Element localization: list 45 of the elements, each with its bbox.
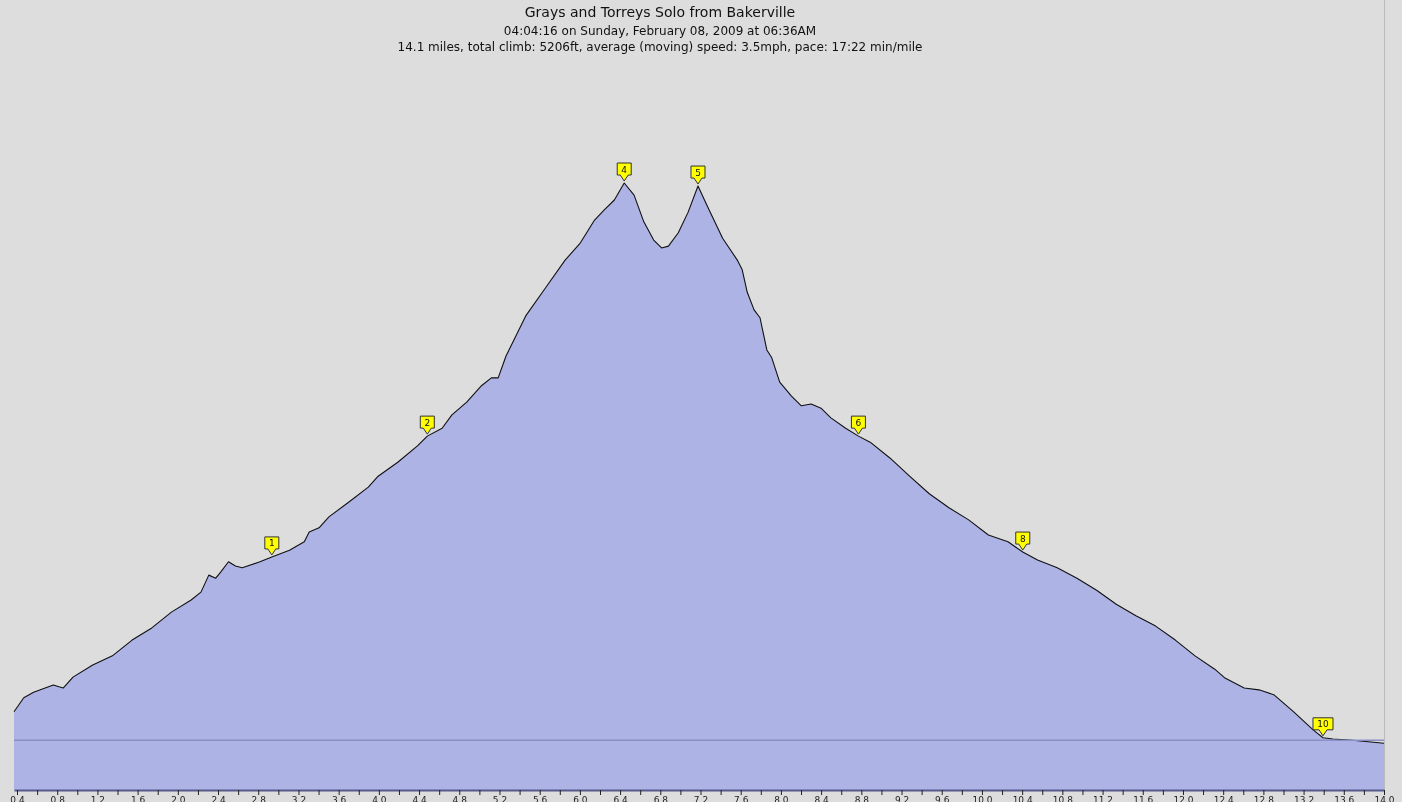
x-tick-label: 1.6 xyxy=(130,794,146,802)
x-tick-label: 10.0 xyxy=(972,794,993,802)
x-tick-label: 12.8 xyxy=(1253,794,1275,802)
x-tick-label: 13.6 xyxy=(1334,794,1355,802)
x-tick-label: 6.4 xyxy=(613,794,629,802)
annotation: 4 xyxy=(621,164,628,175)
x-tick-label: 0.4 xyxy=(10,794,25,802)
x-tick-label: 0.8 xyxy=(50,794,66,802)
x-tick-label: 10.8 xyxy=(1052,794,1074,802)
text: 14.1 miles, total climb: 5206ft, average (moving) speed: 3.5mph, pace: 17:22 min/mile xyxy=(397,40,923,54)
x-tick-label: 1.2 xyxy=(90,794,106,802)
chart-subtitle: 04:04:16 on Sunday, February 08, 2009 at 06:36AM xyxy=(503,24,817,38)
annotation: 2 xyxy=(424,417,431,428)
x-tick-label: 7.6 xyxy=(734,794,749,802)
x-tick-label: 8.0 xyxy=(774,794,789,802)
x-tick-label: 4.0 xyxy=(372,794,387,802)
x-tick-label: 11.6 xyxy=(1133,794,1154,802)
x-tick-label: 3.6 xyxy=(331,794,347,802)
x-tick-label: 8.8 xyxy=(854,794,870,802)
annotation: 5 xyxy=(695,167,701,178)
x-tick-label: 11.2 xyxy=(1093,794,1114,802)
x-tick-label: 2.0 xyxy=(171,794,186,802)
x-tick-label: 4.8 xyxy=(452,794,468,802)
x-tick-label: 6.8 xyxy=(653,794,669,802)
annotation: 10 xyxy=(1317,719,1329,730)
x-tick-label: 2.8 xyxy=(251,794,267,802)
x-tick-label: 7.2 xyxy=(693,794,709,802)
x-tick-label: 9.2 xyxy=(894,794,910,802)
x-tick-label: 4.4 xyxy=(412,794,427,802)
annotation: 6 xyxy=(855,417,862,428)
x-tick-label: 2.4 xyxy=(211,794,226,802)
x-tick-label: 9.6 xyxy=(935,794,950,802)
x-tick-label: 14.0 xyxy=(1374,794,1395,802)
x-tick-label: 3.2 xyxy=(291,794,307,802)
x-tick-label: 5.2 xyxy=(492,794,508,802)
x-tick-label: 6.0 xyxy=(573,794,588,802)
x-tick-label: 8.4 xyxy=(814,794,830,802)
annotation: 8 xyxy=(1019,533,1026,544)
x-tick-label: 10.4 xyxy=(1012,794,1033,802)
x-tick-label: 12.0 xyxy=(1173,794,1194,802)
annotation: 1 xyxy=(268,538,275,549)
chart-title: Grays and Torreys Solo from Bakerville xyxy=(524,4,796,20)
x-tick-label: 12.4 xyxy=(1213,794,1234,802)
x-tick-label: 5.6 xyxy=(533,794,548,802)
x-tick-label: 13.2 xyxy=(1294,794,1315,802)
